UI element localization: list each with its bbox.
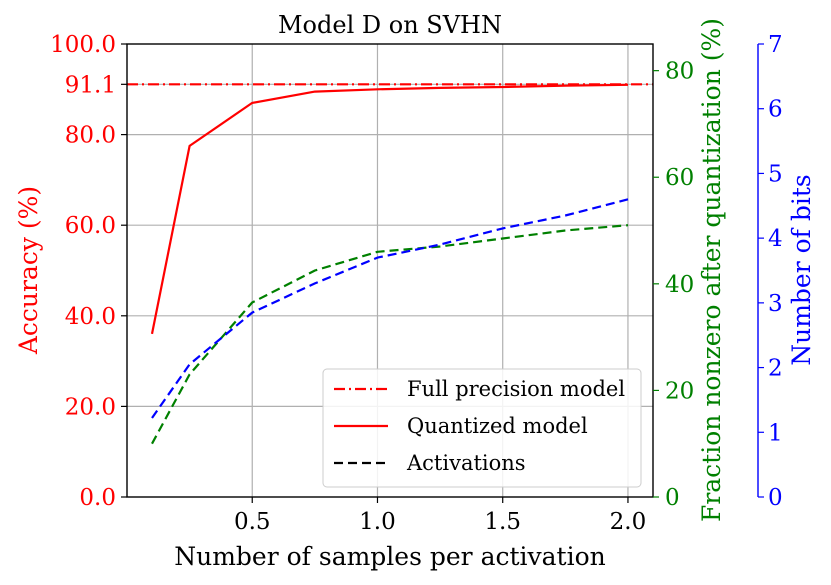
x-tick-label-2: 1.5 — [484, 509, 521, 535]
legend-box — [322, 368, 642, 488]
bits-tick-label-4: 4 — [768, 226, 783, 252]
bits-tick-label-1: 1 — [768, 420, 783, 446]
x-tick-label-3: 2.0 — [610, 509, 647, 535]
chart-title: Model D on SVHN — [278, 11, 502, 39]
legend-label-2: Activations — [406, 451, 526, 475]
accuracy-tick-label-0: 0.0 — [79, 485, 116, 511]
accuracy-axis-label: Accuracy (%) — [14, 186, 43, 355]
series-group — [127, 83, 653, 445]
fraction-tick-label-0: 0 — [665, 485, 680, 511]
accuracy-tick-label-2: 40.0 — [65, 304, 116, 330]
bits-axis-label: Number of bits — [787, 174, 816, 366]
legend-label-0: Full precision model — [407, 377, 625, 401]
accuracy-tick-label-6: 100.0 — [50, 32, 116, 58]
fraction-tick-label-1: 20 — [665, 378, 694, 404]
accuracy-tick-label-5: 91.1 — [65, 72, 116, 98]
bits-tick-label-7: 7 — [768, 32, 783, 58]
x-tick-label-1: 1.0 — [359, 509, 396, 535]
bits-tick-label-2: 2 — [768, 356, 783, 382]
accuracy-axis-ticks: 0.0 20.0 40.0 60.0 80.0 91.1 100.0 — [50, 32, 127, 511]
x-tick-label-0: 0.5 — [234, 509, 271, 535]
accuracy-tick-label-1: 20.0 — [65, 394, 116, 420]
series-line-2 — [151, 224, 629, 445]
fraction-axis-label: Fraction nonzero after quantization (%) — [697, 18, 726, 522]
series-line-3 — [151, 198, 629, 419]
fraction-axis-ticks: 0 20 40 60 80 — [653, 59, 694, 511]
fraction-tick-label-3: 60 — [665, 165, 694, 191]
legend-label-1: Quantized model — [407, 414, 588, 438]
bits-tick-label-6: 6 — [768, 97, 783, 123]
fraction-tick-label-4: 80 — [665, 59, 694, 85]
series-line-1 — [150, 83, 629, 335]
plot-frame — [126, 43, 654, 498]
bits-tick-label-3: 3 — [768, 291, 783, 317]
fraction-tick-label-2: 40 — [665, 272, 694, 298]
accuracy-tick-label-3: 60.0 — [65, 213, 116, 239]
bits-tick-label-0: 0 — [768, 485, 783, 511]
legend: Full precision model Quantized model Activ… — [322, 368, 642, 488]
x-axis-label: Number of samples per activation — [174, 542, 606, 571]
bits-tick-label-5: 5 — [768, 161, 783, 187]
accuracy-tick-label-4: 80.0 — [65, 123, 116, 149]
bits-axis-ticks: 0 1 2 3 4 5 6 7 — [758, 32, 783, 511]
x-axis-ticks: 0.5 1.0 1.5 2.0 — [234, 497, 646, 535]
